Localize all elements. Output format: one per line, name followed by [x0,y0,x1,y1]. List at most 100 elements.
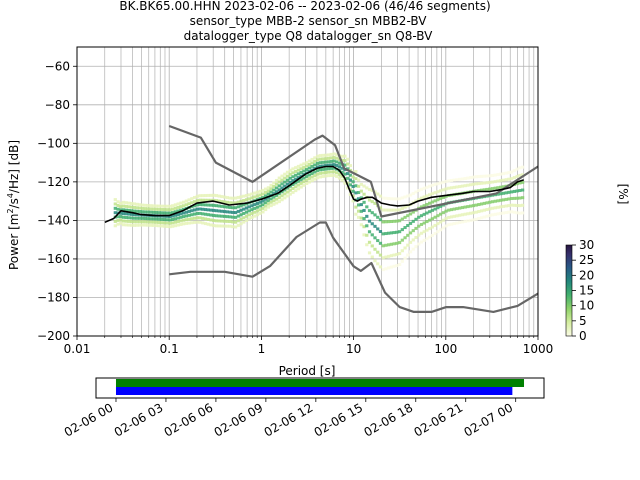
colorbar-tick-label: 10 [579,299,594,313]
heatmap-cell [176,205,180,209]
y-tick-label: −180 [37,290,70,304]
heatmap-cell [499,179,503,183]
heatmap-cell [406,194,410,198]
heatmap-cell [258,211,262,215]
heatmap-cell [302,176,306,180]
coverage-bars [115,379,525,395]
heatmap-cell [171,221,175,225]
heatmap-cell [182,207,186,211]
heatmap-cell [335,156,339,160]
heatmap-cell [261,192,265,196]
heatmap-cell [119,211,123,215]
heatmap-cell [198,203,202,207]
heatmap-cell [515,196,519,200]
heatmap-cell [299,181,303,185]
heatmap-cell [425,194,429,198]
heatmap-cell [228,215,232,219]
heatmap-cell [253,210,257,214]
heatmap-cell [162,211,167,215]
heatmap-cell [168,208,172,212]
heatmap-cell [499,205,503,209]
heatmap-cell [351,189,355,193]
heatmap-cell [392,197,396,201]
heatmap-cell [250,208,254,212]
heatmap-cell [225,219,229,223]
heatmap-cell [367,251,372,255]
heatmap-cell [146,217,150,221]
heatmap-cell [135,209,139,213]
heatmap-cell [392,231,396,235]
heatmap-cell [362,225,366,229]
heatmap-cell [493,206,497,210]
heatmap-cell [146,223,150,227]
heatmap-cell [239,213,243,217]
heatmap-cell [244,194,249,198]
heatmap-cell [242,220,246,224]
heatmap-cell [288,184,292,188]
heatmap-cell [162,224,167,228]
heatmap-cell [274,178,279,182]
heatmap-cell [384,255,388,259]
heatmap-cell [277,192,281,196]
heatmap-cell [520,196,525,200]
heatmap-cell [127,216,131,220]
heatmap-cell [466,205,470,209]
heatmap-cell [255,213,260,217]
heatmap-cell [250,196,254,200]
y-tick-label: −200 [37,329,70,343]
heatmap-cell [365,205,369,209]
heatmap-cell [326,163,331,167]
heatmap-cell [266,199,271,203]
heatmap-cell [335,174,339,178]
heatmap-cell [143,220,147,224]
heatmap-cell [348,188,353,192]
heatmap-cell [346,167,350,171]
heatmap-cell [438,181,443,185]
x-tick-label: 1000 [523,342,554,356]
heatmap-cell [460,206,465,210]
heatmap-cell [471,204,476,208]
heatmap-cell [359,209,363,213]
heatmap-cell [151,204,156,208]
heatmap-cell [515,182,519,186]
heatmap-cell [116,222,120,226]
heatmap-cell [384,243,388,247]
heatmap-cell [294,189,298,193]
heatmap-cell [370,200,374,204]
heatmap-cell [288,180,292,184]
heatmap-cell [253,206,257,210]
heatmap-cell [455,214,459,218]
heatmap-cell [436,206,440,210]
heatmap-cell [479,188,484,192]
heatmap-cell [520,173,525,177]
heatmap-cell [479,209,484,213]
heatmap-cell [149,217,153,221]
heatmap-cell [305,181,309,185]
heatmap-cell [258,189,262,193]
heatmap-cell [231,210,235,214]
heatmap-cell [469,211,473,215]
heatmap-cell [477,175,481,179]
heatmap-cell [507,190,511,194]
heatmap-cell [419,222,424,226]
heatmap-cell [447,179,451,183]
heatmap-cell [458,177,462,181]
heatmap-cell [343,159,347,163]
heatmap-cell [209,218,213,222]
heatmap-cell [425,211,429,215]
heatmap-cell [441,188,445,192]
heatmap-cell [264,197,268,201]
heatmap-cell [220,209,224,213]
heatmap-cell [348,164,353,168]
heatmap-cell [121,219,126,223]
heatmap-cell [294,173,298,177]
heatmap-cell [182,218,186,222]
heatmap-cell [376,192,380,196]
heatmap-cell [335,160,339,164]
heatmap-cell [302,165,306,169]
heatmap-cell [143,203,147,207]
heatmap-cell [231,225,235,229]
heatmap-cell [236,209,240,213]
heatmap-cell [335,171,339,175]
